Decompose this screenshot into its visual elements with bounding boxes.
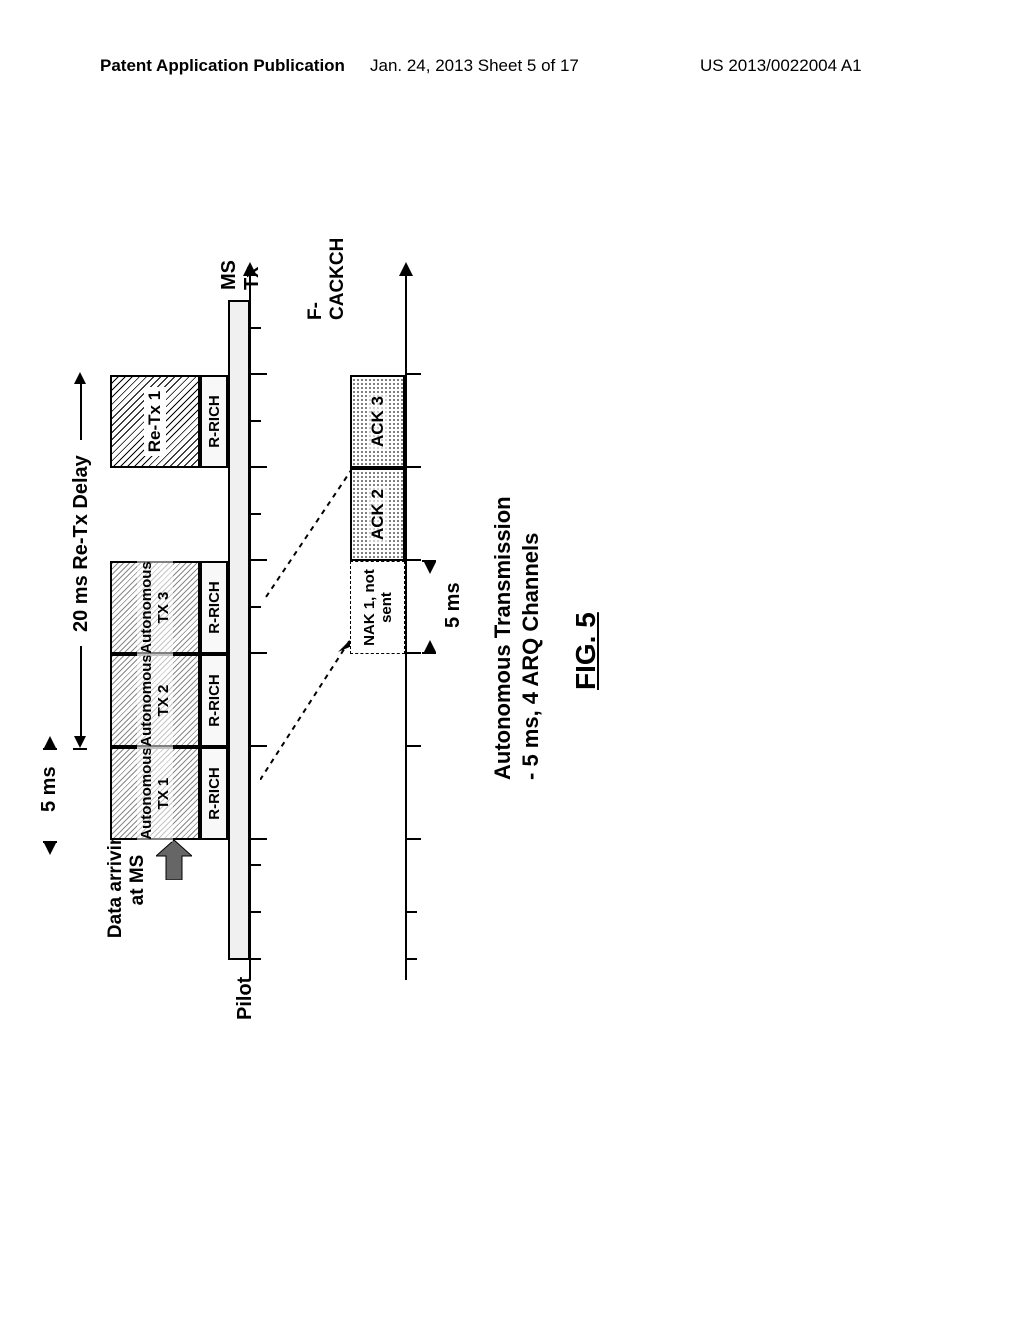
tick	[405, 838, 421, 840]
header-right: US 2013/0022004 A1	[700, 56, 862, 76]
header-left: Patent Application Publication	[100, 56, 345, 76]
tick	[249, 420, 261, 422]
pilot-label: Pilot	[234, 977, 257, 1020]
dim-arrow-right	[424, 640, 436, 652]
fcackch-label: F-CACKCH	[305, 238, 349, 320]
dim-tick	[43, 841, 57, 843]
figure-container: 5 ms 20 ms Re-Tx Delay Data arriving at …	[50, 310, 950, 910]
autonomous-tx-1: Autonomous TX 1	[110, 747, 200, 840]
tick	[249, 958, 261, 960]
tick	[249, 911, 261, 913]
retx-1: Re-Tx 1	[110, 375, 200, 468]
retx-label: Re-Tx 1	[144, 387, 166, 456]
tick	[249, 373, 267, 375]
rrich-3: R-RICH	[200, 561, 228, 654]
tick	[405, 745, 421, 747]
figure-number: FIG. 5	[570, 612, 602, 690]
rrich-retx: R-RICH	[200, 375, 228, 468]
dim-arrow-right	[44, 736, 56, 748]
dim-tick	[422, 560, 436, 562]
tick	[405, 911, 417, 913]
figure-title-2: - 5 ms, 4 ARQ Channels	[518, 533, 544, 780]
figure-title-1: Autonomous Transmission	[490, 496, 516, 780]
dim-arrow-right	[74, 372, 86, 384]
twenty-ms-label: 20 ms Re-Tx Delay	[70, 455, 93, 632]
ack3-label: ACK 3	[367, 393, 389, 450]
tick	[405, 373, 421, 375]
five-ms-lower-label: 5 ms	[442, 582, 465, 628]
tx1-label: Autonomous TX 1	[137, 745, 173, 841]
dim-line	[80, 380, 82, 440]
fcackch-axis	[405, 275, 407, 980]
ack-3: ACK 3	[350, 375, 405, 468]
fcackch-arrowhead-icon	[399, 262, 413, 276]
dim-line	[80, 646, 82, 736]
rrich-2: R-RICH	[200, 654, 228, 747]
autonomous-tx-2: Autonomous TX 2	[110, 654, 200, 747]
five-ms-label: 5 ms	[38, 766, 61, 812]
dim-arrow-left	[44, 843, 56, 855]
rrich-1: R-RICH	[200, 747, 228, 840]
nak1-label: NAK 1, not sent	[361, 562, 395, 653]
tick	[249, 327, 261, 329]
dim-arrow-left	[74, 736, 86, 748]
autonomous-tx-3: Autonomous TX 3	[110, 561, 200, 654]
ack2-label: ACK 2	[367, 486, 389, 543]
dim-tick	[43, 748, 57, 750]
tick	[405, 466, 421, 468]
mstx-label: MS Tx	[218, 260, 264, 290]
header-center: Jan. 24, 2013 Sheet 5 of 17	[370, 56, 579, 76]
tx2-label: Autonomous TX 2	[137, 652, 173, 748]
dim-arrow-left	[424, 562, 436, 574]
nak-1: NAK 1, not sent	[350, 561, 405, 654]
pilot-bar	[228, 300, 250, 960]
tick	[249, 838, 267, 840]
page: Patent Application Publication Jan. 24, …	[0, 0, 1024, 1320]
tick	[249, 864, 261, 866]
dim-tick	[73, 748, 87, 750]
tick	[405, 652, 421, 654]
tx3-label: Autonomous TX 3	[137, 559, 173, 655]
mstx-axis	[249, 275, 251, 980]
tick	[405, 958, 417, 960]
ack-2: ACK 2	[350, 468, 405, 561]
tick	[405, 559, 421, 561]
dim-tick	[422, 652, 436, 654]
data-arrow-icon	[156, 840, 192, 880]
